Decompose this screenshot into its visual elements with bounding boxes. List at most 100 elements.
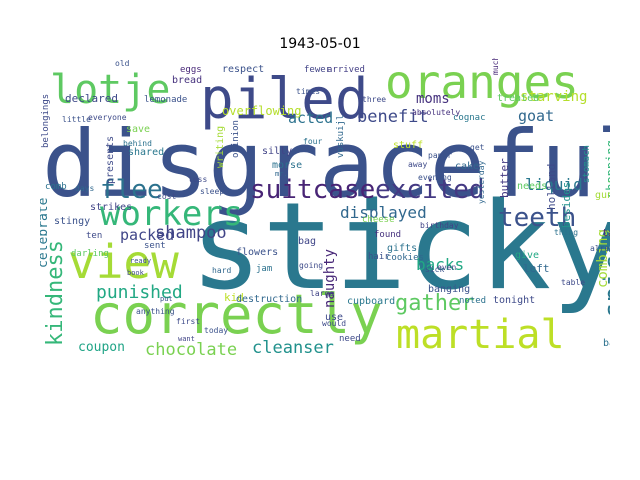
word-benefit: benefit <box>357 107 429 127</box>
word-shared: shared <box>128 147 164 158</box>
word-cheese: cheese <box>362 215 395 225</box>
word-guns: guns <box>595 190 610 201</box>
word-shopping: shopping <box>604 140 610 198</box>
word-four: four <box>303 137 322 146</box>
word-suitcase: suitcase <box>250 175 375 205</box>
word-disgraceful: disgraceful <box>42 111 610 218</box>
word-thing: thing <box>554 228 578 237</box>
word-get: get <box>470 143 485 152</box>
word-save: save <box>126 124 150 135</box>
word-spice: spice <box>599 240 610 318</box>
word-oranges: oranges <box>385 58 579 109</box>
word-eggs: eggs <box>180 65 202 75</box>
word-kid: kid <box>224 291 244 304</box>
word-tonight: tonight <box>493 295 535 306</box>
word-book: book <box>127 269 145 277</box>
word-belongings: belongings <box>41 94 51 148</box>
word-cognac: cognac <box>453 113 486 123</box>
word-washed: washed <box>608 180 610 213</box>
word-darling: darling <box>71 249 109 259</box>
word-butter: butter <box>498 158 511 198</box>
word-sick: sick <box>425 265 444 274</box>
word-sleep: sleep <box>200 187 224 196</box>
word-arrived: arrived <box>327 65 365 75</box>
word-cost: cost <box>157 192 176 201</box>
word-jam: jam <box>256 264 272 274</box>
word-besides: besides <box>560 182 573 228</box>
word-chocolate: chocolate <box>145 340 237 360</box>
word-flowers: flowers <box>236 247 278 258</box>
word-strikes: strikes <box>90 202 132 213</box>
word-task: task <box>602 228 610 239</box>
word-need: need <box>339 334 361 344</box>
word-celebrate: celebrate <box>40 197 51 268</box>
word-workers: workers <box>100 194 243 234</box>
word-little: little <box>62 115 91 124</box>
word-hair: hair <box>368 252 390 262</box>
word-cake: cake <box>455 161 479 172</box>
word-needs: needs <box>517 181 547 192</box>
word-stingy: stingy <box>54 216 90 227</box>
word-use: use <box>325 312 343 323</box>
word-martial: martial <box>396 312 565 358</box>
word-cleanser: cleanser <box>252 338 334 358</box>
word-shampoo: shampoo <box>155 223 227 243</box>
word-absolutely: absolutely <box>412 108 460 117</box>
word-starving: starving <box>520 89 587 105</box>
word-excited: excited <box>375 175 485 205</box>
figure-title: 1943-05-01 <box>279 36 361 52</box>
word-going: going <box>299 261 323 270</box>
word-birthday: birthday <box>420 221 459 230</box>
word-away: away <box>408 160 427 169</box>
word-put: put <box>160 295 173 303</box>
word-sent: sent <box>144 241 166 251</box>
word-goat: goat <box>518 107 554 125</box>
word-hard: hard <box>212 266 231 275</box>
word-sticky: sticky <box>190 178 610 317</box>
word-acted: acted <box>288 109 333 127</box>
word-liquid: liquid <box>525 175 583 194</box>
word-badly: badly <box>603 338 610 349</box>
word-gifts: gifts <box>387 243 417 254</box>
word-everyone: everyone <box>88 113 127 122</box>
word-bag: bag <box>298 236 316 247</box>
word-want: want <box>178 335 195 343</box>
word-yesterday: yesterday <box>477 160 486 204</box>
word-backs: backs <box>416 255 464 274</box>
word-fewer: fewer <box>304 65 332 75</box>
word-opinion: opinion <box>231 120 241 158</box>
word-less: less <box>188 175 207 184</box>
word-first: first <box>176 317 200 326</box>
word-writing: writing <box>215 126 226 168</box>
word-today: today <box>204 326 228 335</box>
word-ten: ten <box>86 231 102 241</box>
word-old: old <box>115 59 130 68</box>
word-declared: declared <box>65 92 118 105</box>
word-found: found <box>374 230 401 240</box>
word-give: give <box>515 250 539 261</box>
word-treated: treated <box>497 93 539 104</box>
word-days: days <box>75 184 94 193</box>
word-piled: piled <box>200 67 369 132</box>
word-view: view <box>68 235 179 289</box>
word-naughty: naughty <box>322 249 338 308</box>
word-respect: respect <box>222 64 264 75</box>
word-three: three <box>362 95 386 104</box>
word-presents: presents <box>105 136 116 184</box>
word-combing: combing <box>595 229 610 288</box>
word-banging: banging <box>428 284 470 295</box>
word-bread: bread <box>172 75 202 86</box>
word-much: much <box>491 58 500 75</box>
word-large: large <box>310 289 334 298</box>
word-left: left <box>523 262 550 275</box>
word-mr-: mr. <box>275 170 288 178</box>
word-even: even <box>437 263 456 272</box>
word-evening: evening <box>418 173 452 182</box>
word-already: already <box>590 244 610 253</box>
word-teeth: teeth <box>498 203 576 233</box>
word-flee: flee <box>100 175 163 205</box>
word-stuff: stuff <box>393 140 423 151</box>
word-kindness: kindness <box>43 240 68 346</box>
